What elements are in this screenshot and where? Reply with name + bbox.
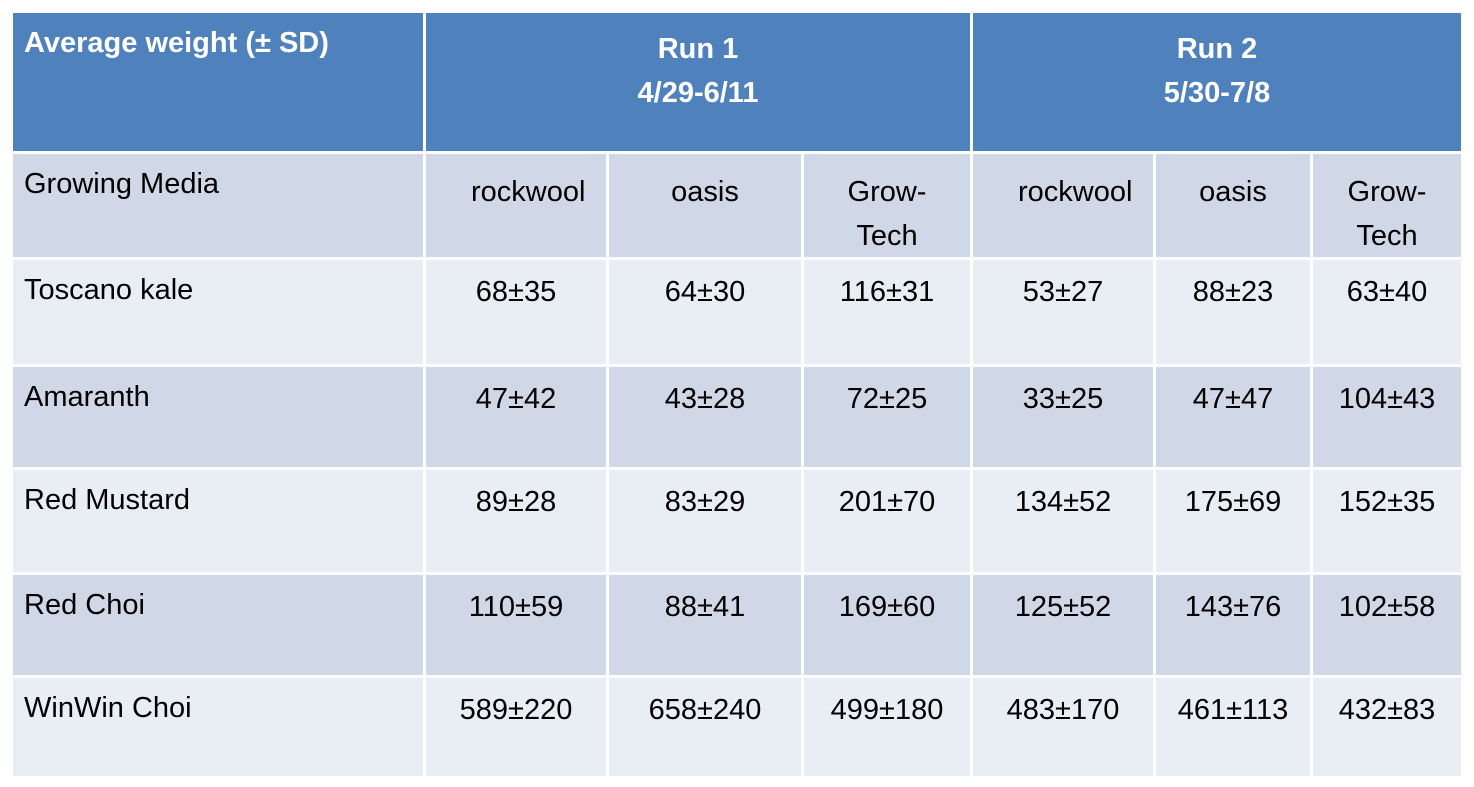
value-cell: 461±113 <box>1156 678 1310 776</box>
media-name: rockwool <box>1018 176 1133 208</box>
value-cell: 43±28 <box>609 367 801 467</box>
media-cell: Grow-Tech <box>804 154 970 257</box>
row-label: Red Choi <box>13 575 423 675</box>
media-cell: rockwool <box>973 154 1153 257</box>
value-cell: 116±31 <box>804 260 970 364</box>
value-cell: 47±47 <box>1156 367 1310 467</box>
run-name: Run 2 <box>1176 33 1258 65</box>
row-label: Toscano kale <box>13 260 423 364</box>
media-cell: Grow-Tech <box>1313 154 1461 257</box>
run-header: Run 2 5/30-7/8 <box>973 13 1461 151</box>
value-cell: 432±83 <box>1313 678 1461 776</box>
value-cell: 201±70 <box>804 470 970 572</box>
media-cell: rockwool <box>426 154 606 257</box>
value-cell: 64±30 <box>609 260 801 364</box>
value-cell: 152±35 <box>1313 470 1461 572</box>
value-cell: 102±58 <box>1313 575 1461 675</box>
value-cell: 83±29 <box>609 470 801 572</box>
table-title: Average weight (± SD) <box>13 13 423 151</box>
value-cell: 47±42 <box>426 367 606 467</box>
value-cell: 175±69 <box>1156 470 1310 572</box>
row-label: Red Mustard <box>13 470 423 572</box>
value-cell: 134±52 <box>973 470 1153 572</box>
media-name: oasis <box>671 176 739 208</box>
row-label: WinWin Choi <box>13 678 423 776</box>
value-cell: 125±52 <box>973 575 1153 675</box>
value-cell: 63±40 <box>1313 260 1461 364</box>
row-label: Amaranth <box>13 367 423 467</box>
value-cell: 483±170 <box>973 678 1153 776</box>
value-cell: 88±23 <box>1156 260 1310 364</box>
run-name: Run 1 <box>657 33 739 65</box>
value-cell: 104±43 <box>1313 367 1461 467</box>
value-cell: 110±59 <box>426 575 606 675</box>
media-name: Grow-Tech <box>847 176 927 252</box>
media-label: Growing Media <box>13 154 423 257</box>
media-name: Grow-Tech <box>1347 176 1427 252</box>
media-cell: oasis <box>609 154 801 257</box>
value-cell: 169±60 <box>804 575 970 675</box>
value-cell: 658±240 <box>609 678 801 776</box>
weight-table: Average weight (± SD) Run 1 4/29-6/11 Run 2… <box>13 13 1461 776</box>
value-cell: 68±35 <box>426 260 606 364</box>
value-cell: 53±27 <box>973 260 1153 364</box>
value-cell: 89±28 <box>426 470 606 572</box>
run-header: Run 1 4/29-6/11 <box>426 13 970 151</box>
media-cell: oasis <box>1156 154 1310 257</box>
run-dates: 5/30-7/8 <box>1163 77 1271 109</box>
value-cell: 72±25 <box>804 367 970 467</box>
media-name: rockwool <box>471 176 586 208</box>
value-cell: 88±41 <box>609 575 801 675</box>
value-cell: 33±25 <box>973 367 1153 467</box>
run-dates: 4/29-6/11 <box>637 77 759 109</box>
value-cell: 499±180 <box>804 678 970 776</box>
value-cell: 143±76 <box>1156 575 1310 675</box>
value-cell: 589±220 <box>426 678 606 776</box>
media-name: oasis <box>1199 176 1267 208</box>
